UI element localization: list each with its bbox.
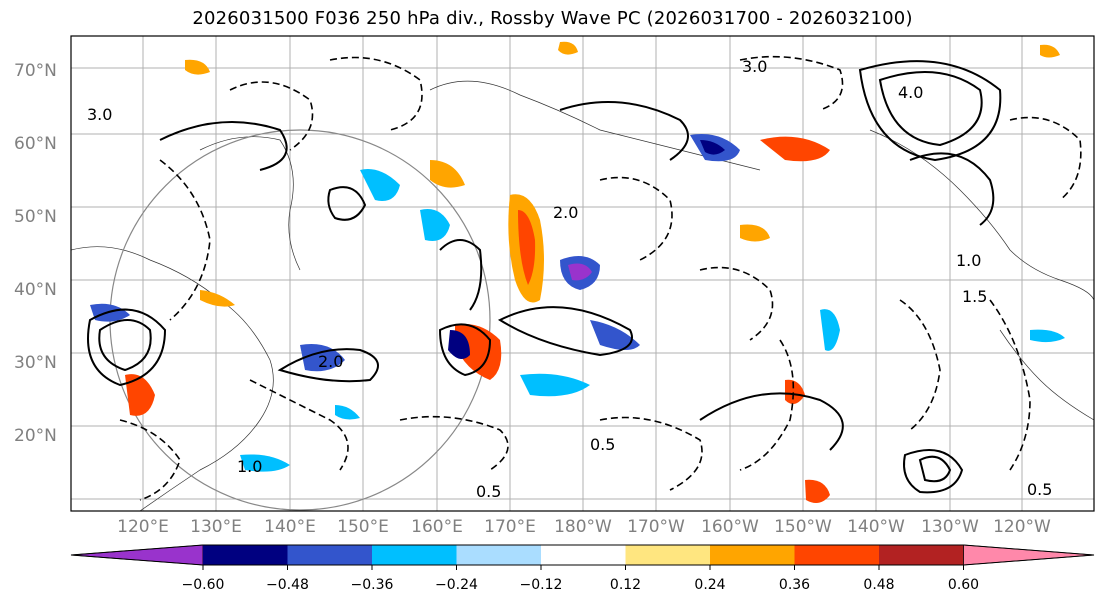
negative-contours xyxy=(119,55,1082,501)
lon-label: 150°W xyxy=(774,517,832,537)
contour-label: 3.0 xyxy=(742,57,767,76)
lon-label: 140°E xyxy=(264,517,316,537)
colorbar-tick-label: −0.48 xyxy=(266,577,309,593)
colorbar-segment xyxy=(372,545,457,565)
lon-label: 120°W xyxy=(993,517,1051,537)
colorbar-extend-max xyxy=(963,544,1095,566)
contour-label: 3.0 xyxy=(87,105,112,124)
lat-label-50: 50°N xyxy=(14,207,57,227)
colorbar-tick-label: 0.48 xyxy=(863,577,895,593)
contour-label: 0.5 xyxy=(1027,480,1052,499)
colorbar-segment xyxy=(710,545,795,565)
lon-label: 180°W xyxy=(554,517,612,537)
colorbar-segment xyxy=(287,545,372,565)
lat-label-70: 70°N xyxy=(14,61,57,81)
colorbar-segment xyxy=(794,545,879,565)
lat-label-30: 30°N xyxy=(14,353,57,373)
lon-label: 130°W xyxy=(921,517,979,537)
contour-label: 1.0 xyxy=(956,251,981,270)
contour-label: 0.5 xyxy=(476,482,501,501)
colorbar-tick-label: 0.36 xyxy=(778,577,811,593)
lat-label-20: 20°N xyxy=(14,426,57,446)
lon-label: 120°E xyxy=(117,517,169,537)
coastlines xyxy=(71,80,1094,511)
colorbar-tick-label: −0.24 xyxy=(435,577,478,593)
contour-labels: 4.0 1.0 1.0 2.0 3.0 0.5 0.5 1.5 0.5 3.0 … xyxy=(87,57,1052,501)
colorbar-tick-label: 0.60 xyxy=(947,577,980,593)
colorbar-segment xyxy=(879,545,964,565)
lon-label: 160°W xyxy=(701,517,759,537)
contour-label: 2.0 xyxy=(553,203,578,222)
lon-label: 150°E xyxy=(337,517,389,537)
divergence-shading xyxy=(90,41,1065,504)
graticule xyxy=(71,36,1094,511)
colorbar-segment xyxy=(203,545,288,565)
colorbar xyxy=(70,544,1095,570)
colorbar-tick-label: −0.60 xyxy=(181,577,225,593)
lon-label: 130°E xyxy=(190,517,242,537)
lat-label-40: 40°N xyxy=(14,280,57,300)
lon-label: 170°W xyxy=(627,517,685,537)
lon-label: 140°W xyxy=(847,517,905,537)
lat-label-60: 60°N xyxy=(14,134,57,154)
colorbar-tick-label: 0.24 xyxy=(694,577,726,593)
colorbar-extend-min xyxy=(70,544,204,566)
contour-label: 2.0 xyxy=(318,352,343,371)
contour-label: 1.0 xyxy=(237,457,262,476)
contour-label: 1.5 xyxy=(962,287,987,306)
map-frame xyxy=(70,35,1095,512)
lon-label: 160°E xyxy=(411,517,463,537)
colorbar-tick-label: −0.36 xyxy=(350,577,394,593)
colorbar-tick-label: 0.12 xyxy=(609,577,642,593)
colorbar-segment xyxy=(541,545,626,565)
positive-contours xyxy=(87,60,1002,494)
contour-label: 0.5 xyxy=(590,435,615,454)
colorbar-segment xyxy=(625,545,710,565)
colorbar-segment xyxy=(456,545,541,565)
lon-label: 170°E xyxy=(484,517,536,537)
map-title: 2026031500 F036 250 hPa div., Rossby Wav… xyxy=(192,8,913,29)
contour-label: 4.0 xyxy=(898,83,923,102)
colorbar-tick-label: −0.12 xyxy=(519,577,563,593)
